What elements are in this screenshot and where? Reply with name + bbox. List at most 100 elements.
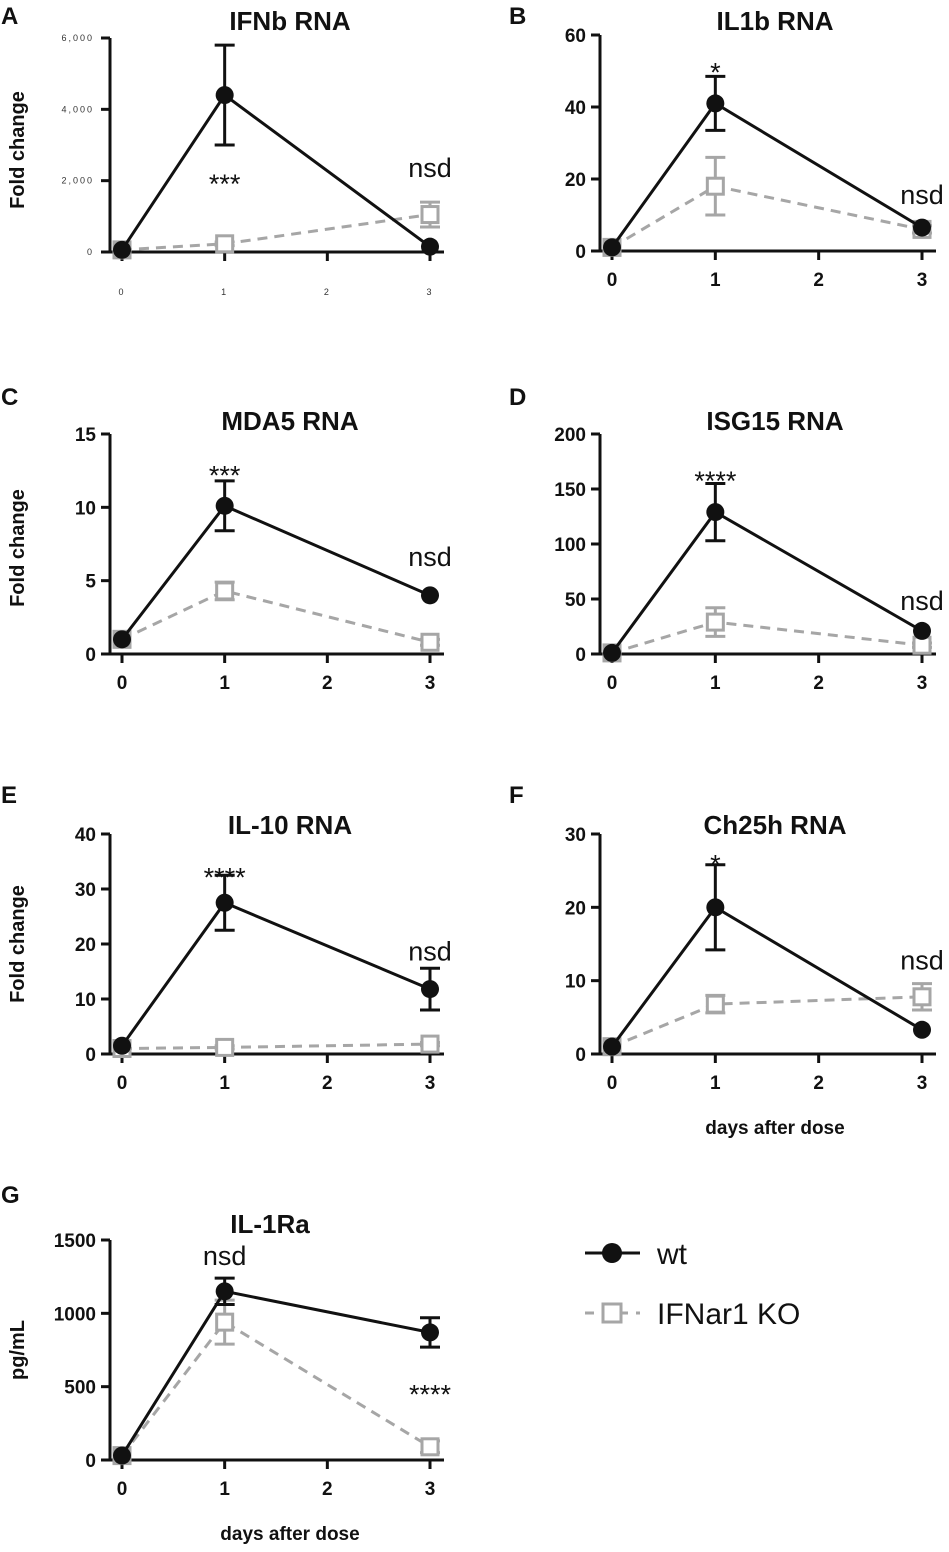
x-tick-label: 3 bbox=[425, 673, 436, 694]
x-tick-label: 3 bbox=[426, 287, 433, 297]
series-line bbox=[610, 905, 923, 1048]
series-line bbox=[611, 184, 923, 249]
legend-ko-label: IFNar1 KO bbox=[657, 1298, 800, 1331]
x-tick-label: 1 bbox=[710, 673, 721, 694]
significance-label: nsd bbox=[408, 153, 452, 183]
y-tick-label: 0 bbox=[85, 645, 96, 666]
x-tick-label: 1 bbox=[219, 1073, 230, 1094]
x-tick-label: 3 bbox=[425, 1073, 436, 1094]
y-tick-label: 6,000 bbox=[61, 33, 94, 43]
y-tick-label: 10 bbox=[75, 498, 96, 519]
data-point bbox=[603, 238, 621, 257]
panel-b: B IL1b RNA 0 20 40 60 0 1 2 3 * nsd bbox=[509, 3, 944, 291]
x-tick-label: 3 bbox=[425, 1479, 436, 1500]
data-point bbox=[705, 994, 725, 1014]
y-tick-label: 20 bbox=[565, 898, 586, 919]
series-ifnar1-ko bbox=[602, 982, 932, 1057]
data-point bbox=[705, 176, 725, 196]
significance-label: nsd bbox=[900, 946, 944, 976]
x-tick-label: 0 bbox=[607, 673, 618, 694]
y-tick-label: 20 bbox=[75, 935, 96, 956]
y-tick-label: 0 bbox=[87, 247, 94, 257]
panel-f: F Ch25h RNA 0 10 20 30 0 1 2 3 days after dose * nsd bbox=[509, 782, 944, 1139]
y-tick-label: 200 bbox=[554, 425, 586, 446]
x-tick-label: 3 bbox=[917, 673, 928, 694]
x-tick-label: 1 bbox=[219, 673, 230, 694]
chart-title: IFNb RNA bbox=[229, 6, 351, 36]
x-axis-label: days after dose bbox=[705, 1118, 844, 1139]
x-tick-label: 1 bbox=[710, 1073, 721, 1094]
panel-letter: E bbox=[1, 782, 17, 809]
significance-label: *** bbox=[209, 461, 241, 491]
y-tick-label: 0 bbox=[575, 242, 586, 263]
x-tick-label: 2 bbox=[813, 673, 824, 694]
y-tick-label: 1500 bbox=[54, 1231, 96, 1252]
panel-letter: B bbox=[509, 3, 526, 30]
panel-letter: C bbox=[1, 384, 18, 411]
legend-wt-marker bbox=[602, 1243, 622, 1263]
series-ifnar1-ko bbox=[112, 200, 440, 260]
data-point bbox=[113, 1036, 131, 1055]
y-axis-label: pg/mL bbox=[7, 1320, 29, 1380]
data-point bbox=[706, 898, 725, 917]
x-tick-label: 2 bbox=[322, 673, 333, 694]
series-line bbox=[610, 510, 923, 654]
series-line bbox=[610, 101, 923, 249]
y-tick-label: 2,000 bbox=[61, 176, 94, 186]
data-point bbox=[420, 1034, 440, 1054]
y-tick-label: 30 bbox=[75, 880, 96, 901]
y-tick-label: 50 bbox=[565, 590, 586, 611]
data-point bbox=[603, 1037, 621, 1056]
y-tick-label: 150 bbox=[554, 480, 586, 501]
significance-label: nsd bbox=[203, 1241, 247, 1271]
data-point bbox=[113, 630, 131, 649]
panel-letter: F bbox=[509, 782, 524, 809]
panel-a: A IFNb RNA 0 2,000 4,000 6,000 0 1 2 3 Fold change… bbox=[1, 3, 452, 297]
legend-wt-label: wt bbox=[656, 1238, 688, 1271]
x-tick-label: 2 bbox=[324, 287, 331, 297]
significance-label: **** bbox=[409, 1380, 452, 1410]
x-tick-label: 1 bbox=[221, 287, 228, 297]
panel-letter: D bbox=[509, 384, 526, 411]
panel-letter: A bbox=[1, 3, 18, 30]
data-point bbox=[113, 240, 131, 259]
x-tick-label: 0 bbox=[607, 1073, 618, 1094]
y-tick-label: 100 bbox=[554, 535, 586, 556]
series-line bbox=[121, 213, 431, 252]
y-tick-label: 30 bbox=[565, 825, 586, 846]
legend-ko-marker bbox=[601, 1302, 623, 1324]
series-line bbox=[120, 504, 431, 641]
y-tick-label: 4,000 bbox=[61, 104, 94, 114]
data-point bbox=[215, 1312, 235, 1332]
series-line bbox=[611, 995, 923, 1049]
y-tick-label: 40 bbox=[75, 825, 96, 846]
series-line bbox=[121, 1042, 431, 1050]
chart-title: MDA5 RNA bbox=[221, 406, 358, 436]
significance-label: *** bbox=[209, 169, 241, 199]
series-wt bbox=[603, 74, 931, 257]
data-point bbox=[706, 94, 725, 113]
y-tick-label: 0 bbox=[575, 1045, 586, 1066]
data-point bbox=[420, 632, 440, 652]
y-tick-label: 5 bbox=[85, 572, 96, 593]
x-tick-label: 2 bbox=[322, 1073, 333, 1094]
x-tick-label: 3 bbox=[917, 1073, 928, 1094]
y-axis-label: Fold change bbox=[7, 489, 29, 607]
y-tick-label: 10 bbox=[75, 990, 96, 1011]
data-point bbox=[705, 612, 725, 632]
y-tick-label: 20 bbox=[565, 170, 586, 191]
y-tick-label: 500 bbox=[64, 1378, 96, 1399]
data-point bbox=[421, 1323, 439, 1342]
panel-d: D ISG15 RNA 0 50 100 150 200 0 1 2 3 **** nsd bbox=[509, 384, 944, 694]
significance-label: **** bbox=[204, 863, 247, 893]
x-tick-label: 0 bbox=[117, 1073, 128, 1094]
series-line bbox=[120, 1289, 431, 1457]
series-line bbox=[120, 1320, 431, 1457]
data-point bbox=[420, 205, 440, 225]
data-point bbox=[215, 581, 235, 601]
x-tick-label: 1 bbox=[219, 1479, 230, 1500]
significance-label: nsd bbox=[408, 542, 452, 572]
data-point bbox=[603, 643, 621, 662]
series-ifnar1-ko bbox=[112, 580, 440, 652]
